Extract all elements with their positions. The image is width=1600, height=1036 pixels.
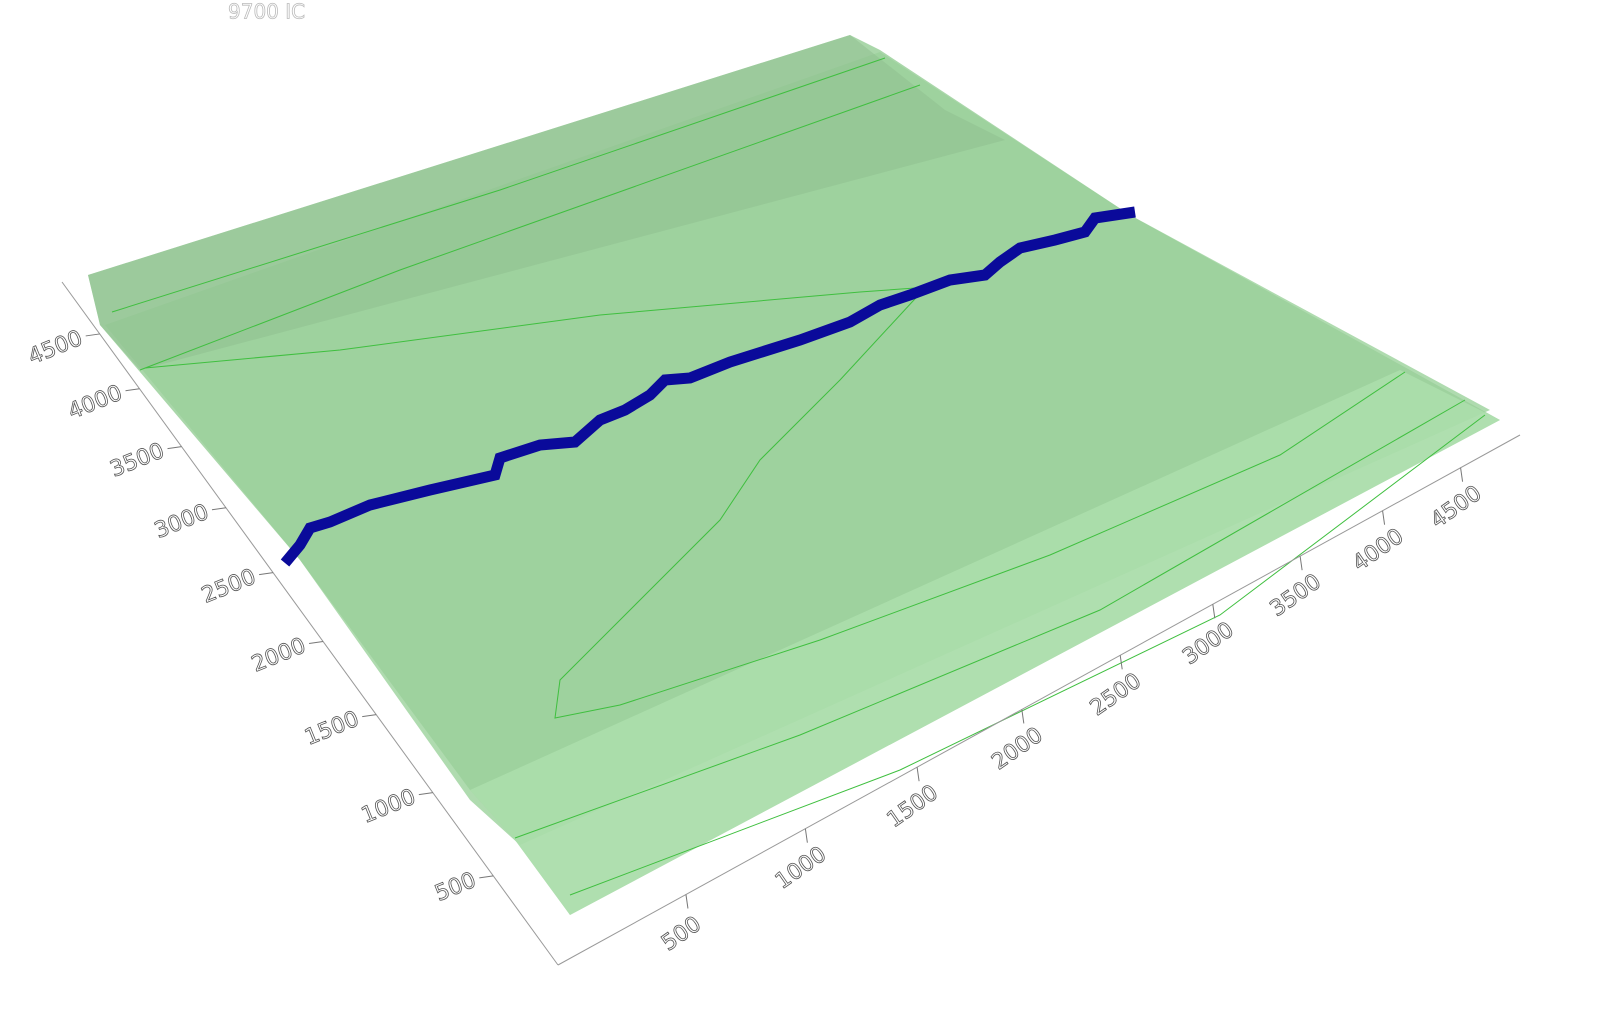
x-tick (916, 767, 920, 782)
contour (554, 287, 1406, 719)
x-tick (1299, 556, 1303, 571)
y-tick-label: 500 (431, 868, 479, 907)
x-tick-label: 3000 (1178, 618, 1238, 671)
y-tick-label: 1000 (358, 785, 419, 829)
x-tick-label: 4500 (1426, 481, 1486, 534)
contour (569, 414, 1486, 896)
x-tick (1021, 709, 1025, 724)
contour (139, 84, 921, 371)
river (280, 206, 1136, 567)
y-tick (125, 388, 140, 392)
y-tick (258, 572, 274, 576)
surface-band-far (88, 35, 1005, 370)
y-tick-label: 4500 (25, 326, 86, 370)
y-tick-label: 1500 (301, 707, 362, 751)
y-tick (418, 792, 433, 796)
x-tick-label: 1500 (883, 780, 943, 833)
x-tick-label: 3500 (1266, 569, 1326, 622)
chart-title: 9700 IC (228, 0, 305, 24)
x-tick-label: 1000 (771, 842, 831, 895)
y-axis-line (61, 281, 559, 966)
contour (111, 57, 886, 313)
y-tick-label: 4000 (65, 381, 126, 425)
y-tick (479, 875, 494, 879)
contour (144, 287, 916, 369)
y-tick (211, 507, 227, 511)
y-tick (362, 714, 377, 718)
x-tick (685, 894, 689, 909)
x-tick (1212, 604, 1216, 619)
y-tick-label: 2000 (248, 633, 309, 677)
y-tick (85, 333, 100, 337)
x-tick-label: 2500 (1086, 669, 1146, 722)
surface (88, 35, 1500, 915)
x-tick (1382, 510, 1386, 525)
x-tick (1119, 655, 1123, 670)
y-tick-label: 2500 (198, 565, 259, 609)
y-tick-label: 3000 (151, 500, 212, 544)
x-tick (1460, 467, 1464, 482)
x-tick (804, 828, 808, 843)
x-tick-label: 2000 (987, 723, 1047, 776)
y-tick (167, 446, 182, 450)
x-tick-label: 500 (657, 912, 706, 957)
surface-band-near (470, 370, 1500, 915)
x-axis-line (557, 434, 1521, 966)
x-tick-label: 4000 (1348, 524, 1408, 577)
y-tick-label: 3500 (107, 439, 168, 483)
y-tick (308, 640, 324, 644)
contour (514, 399, 1466, 839)
